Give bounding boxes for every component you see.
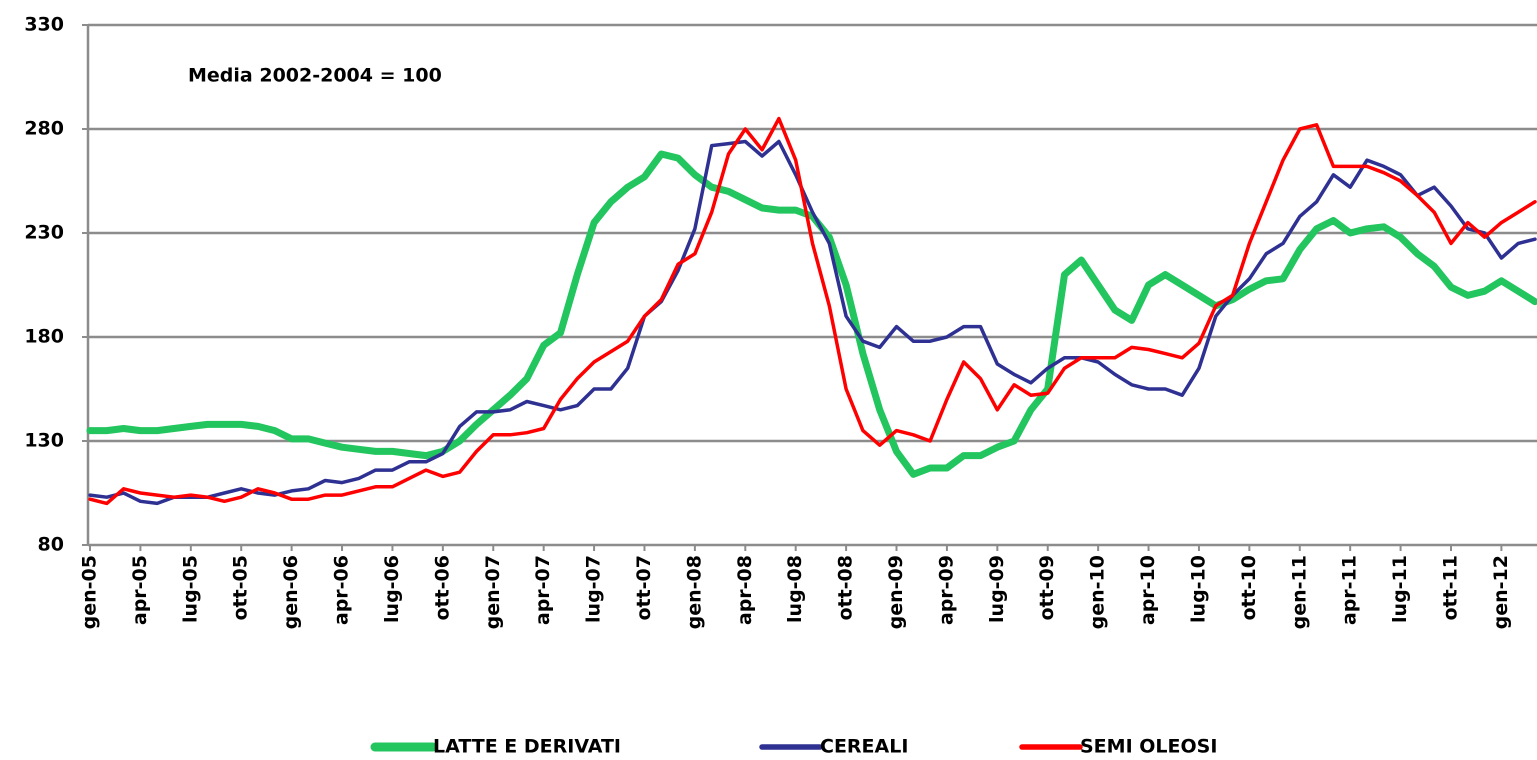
series-line [86,150,1537,478]
legend: LATTE E DERIVATI CEREALI SEMI OLEOSI [370,736,1217,758]
legend-label: LATTE E DERIVATI [433,736,621,758]
x-tick-label: gen-05 [79,555,101,629]
y-tick-label: 80 [38,534,64,556]
y-tick-label: 180 [24,326,64,348]
x-tick-label: lug-10 [1187,555,1209,623]
y-tick-label: 230 [24,222,64,244]
legend-label: CEREALI [820,736,908,758]
annotation: Media 2002-2004 = 100 [188,65,442,87]
x-tick-label: ott-09 [1036,555,1058,621]
y-tick-label: 330 [24,14,64,36]
x-tick-label: gen-10 [1087,555,1109,629]
x-tick-label: gen-12 [1490,555,1512,629]
x-tick-label: gen-06 [280,555,302,629]
x-tick-label: gen-09 [885,555,907,629]
y-tick-label: 280 [24,118,64,140]
series-line [88,139,1537,506]
x-tick-label: lug-08 [784,555,806,623]
x-tick-label: lug-07 [583,555,605,623]
x-tick-label: gen-11 [1288,555,1310,629]
x-tick-label: ott-08 [835,555,857,621]
x-tick-label: ott-10 [1238,555,1260,621]
y-tick-label: 130 [24,430,64,452]
x-tick-label: apr-05 [129,555,151,625]
x-tick-label: ott-07 [633,555,655,621]
x-tick-label: apr-08 [734,555,756,625]
x-tick-label: lug-06 [381,555,403,623]
x-tick-label: apr-07 [532,555,554,625]
series-line [88,116,1537,506]
legend-label: SEMI OLEOSI [1080,736,1217,758]
x-tick-label: apr-09 [935,555,957,625]
x-tick-label: ott-06 [431,555,453,621]
x-tick-label: gen-07 [482,555,504,629]
x-tick-label: ott-05 [230,555,252,621]
x-tick-label: ott-11 [1439,555,1461,621]
x-tick-label: apr-10 [1137,555,1159,625]
x-tick-label: lug-09 [986,555,1008,623]
x-tick-label: apr-06 [331,555,353,625]
x-tick-label: apr-11 [1339,555,1361,625]
x-tick-label: gen-08 [683,555,705,629]
x-tick-label: lug-11 [1389,555,1411,623]
x-tick-label: lug-05 [179,555,201,623]
